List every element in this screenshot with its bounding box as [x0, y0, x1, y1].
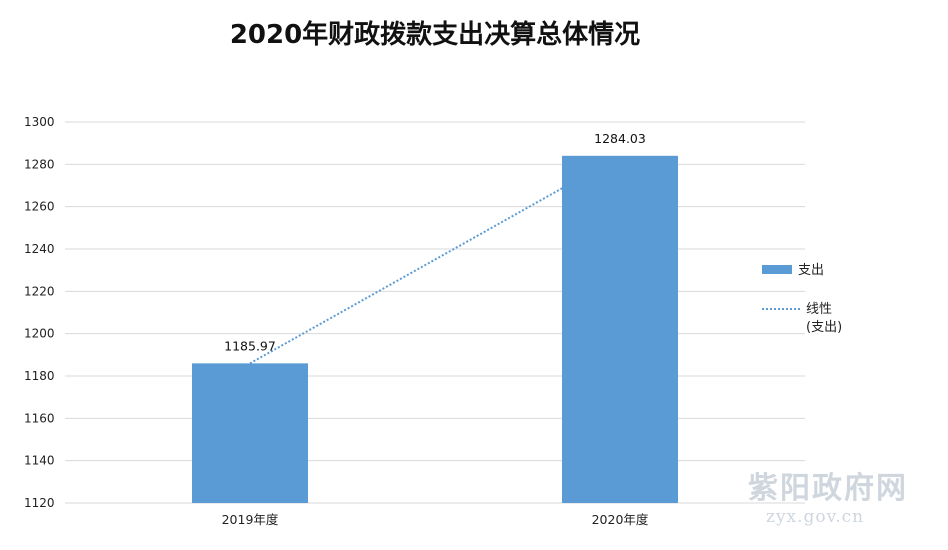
bar: [192, 363, 308, 503]
y-tick-label: 1220: [24, 284, 55, 298]
watermark-url: zyx.gov.cn: [766, 507, 864, 527]
legend-label-trendline-line2: (支出): [806, 320, 842, 335]
trendline-path: [249, 184, 568, 365]
y-tick-label: 1120: [24, 496, 55, 510]
x-tick-label: 2019年度: [222, 512, 279, 527]
y-tick-label: 1160: [24, 411, 55, 425]
legend-label-expenditure: 支出: [798, 263, 824, 278]
chart-title: 2020年财政拨款支出决算总体情况: [229, 20, 641, 50]
x-axis-labels: 2019年度 2020年度: [222, 512, 649, 527]
y-tick-label: 1140: [24, 454, 55, 468]
legend: 支出 线性 (支出): [762, 263, 842, 335]
legend-swatch-expenditure: [762, 265, 792, 274]
data-label: 1185.97: [224, 338, 276, 353]
y-tick-label: 1240: [24, 242, 55, 256]
data-label: 1284.03: [594, 131, 646, 146]
data-labels: 1185.97 1284.03: [224, 131, 646, 354]
y-axis-ticks: 1120 1140 1160 1180 1200 1220 1240 1260 1280 1300: [24, 115, 55, 510]
legend-label-trendline-line1: 线性: [806, 302, 832, 317]
x-tick-label: 2020年度: [592, 512, 649, 527]
gridlines: [65, 121, 805, 504]
y-tick-label: 1260: [24, 200, 55, 214]
y-tick-label: 1200: [24, 327, 55, 341]
bars: [192, 155, 678, 503]
y-tick-label: 1280: [24, 157, 55, 171]
watermark: 紫阳政府网 zyx.gov.cn: [748, 471, 908, 527]
y-tick-label: 1300: [24, 115, 55, 129]
y-tick-label: 1180: [24, 369, 55, 383]
bar: [562, 155, 678, 503]
watermark-text: 紫阳政府网: [748, 471, 908, 506]
trendline: [249, 184, 568, 365]
